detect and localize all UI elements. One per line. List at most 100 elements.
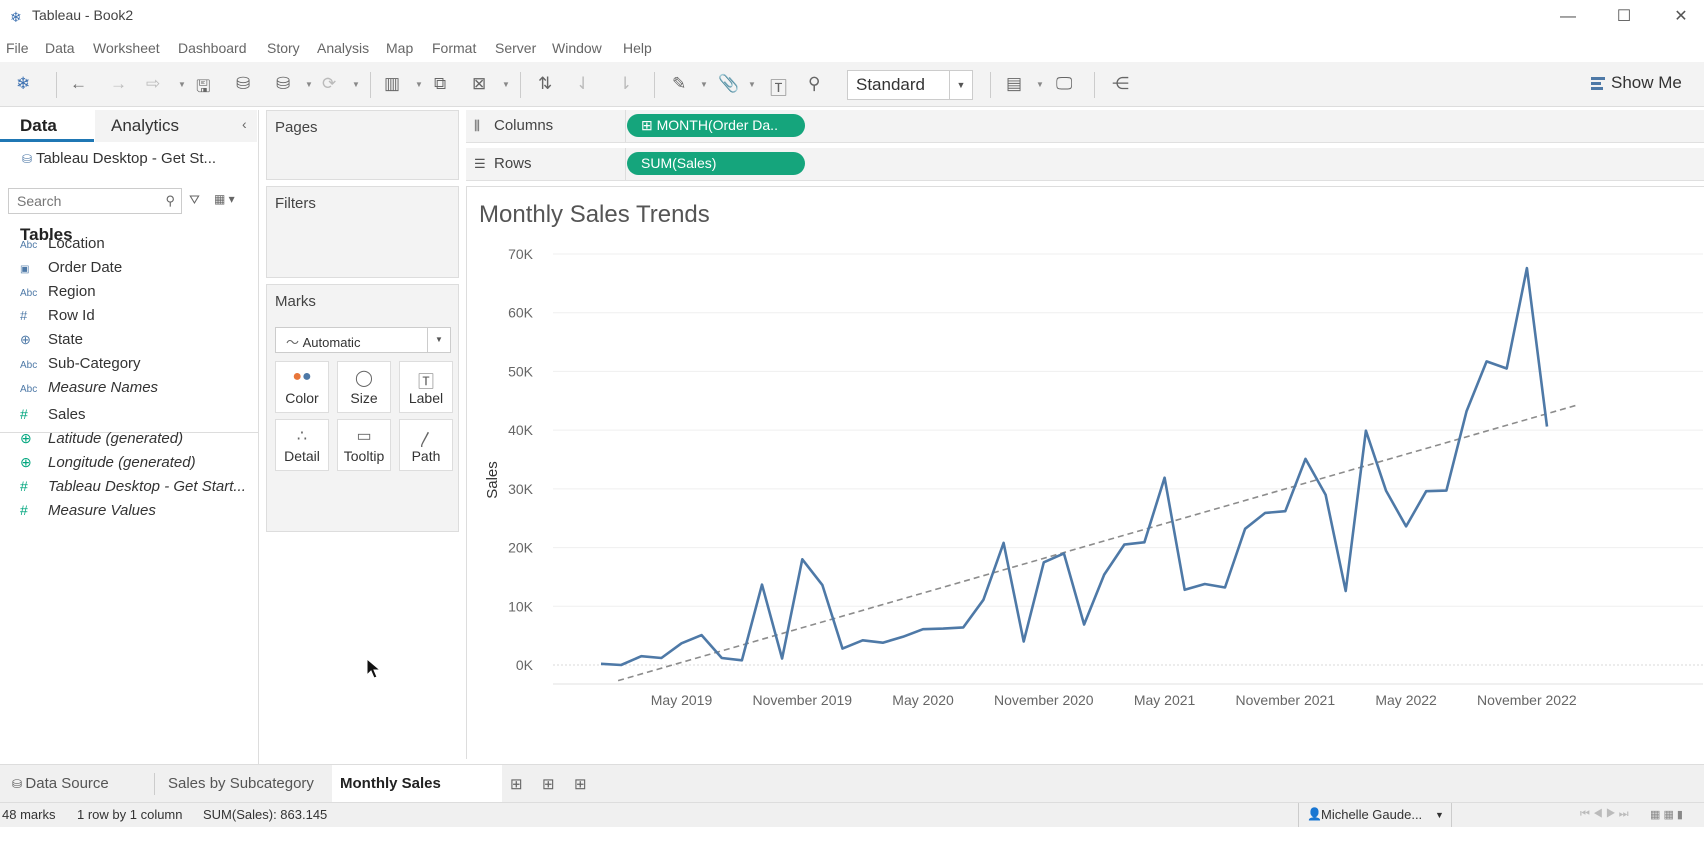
field-longitude[interactable]: ⊕ Longitude (generated)	[20, 454, 196, 471]
menu-story[interactable]: Story	[267, 40, 300, 56]
new-worksheet-icon[interactable]: ▥	[384, 74, 401, 93]
show-hide-cards-icon[interactable]: ▤	[1006, 74, 1023, 93]
menu-file[interactable]: File	[6, 40, 29, 56]
replay-icon[interactable]: ⇨	[146, 74, 161, 93]
swap-rows-columns-icon[interactable]: ⇅	[538, 74, 553, 93]
maximize-button[interactable]: ☐	[1616, 8, 1632, 25]
save-icon[interactable]: 🖫	[196, 77, 211, 96]
x-tick-label: May 2022	[1375, 692, 1437, 708]
menu-dashboard[interactable]: Dashboard	[178, 40, 247, 56]
tab-analytics[interactable]: Analytics	[95, 110, 257, 142]
columns-label: Columns	[494, 117, 554, 134]
field-row-id[interactable]: # Row Id	[20, 307, 95, 324]
label-button[interactable]: 🅃 Label	[399, 361, 453, 413]
refresh-icon[interactable]: ⟳	[322, 74, 337, 93]
field-latitude[interactable]: ⊕ Latitude (generated)	[20, 430, 184, 447]
field-measure-names[interactable]: Abc Measure Names	[20, 379, 159, 396]
path-button[interactable]: 〳 Path	[399, 419, 453, 471]
sort-ascending-icon[interactable]: ⇃	[576, 74, 591, 93]
viz-area[interactable]: Monthly Sales Trends 0K 10K 20K 30K 40K 50K 60…	[466, 186, 1704, 759]
sheet-navigation-icons[interactable]: ⏮ ◀ ▶ ⏭	[1580, 808, 1629, 820]
columns-shelf[interactable]: ⫼ Columns ⊞ MONTH(Order Da..	[466, 110, 1704, 143]
viz-title: Monthly Sales Trends	[479, 201, 710, 228]
dimension-measure-divider	[0, 432, 258, 433]
field-region[interactable]: Abc Region	[20, 283, 96, 300]
number-type-icon: #	[20, 308, 28, 323]
view-options-icon[interactable]: ▦ ▾	[214, 192, 235, 206]
presentation-mode-icon[interactable]: 🖵	[1056, 74, 1073, 93]
undo-icon[interactable]: ←	[70, 74, 87, 93]
rows-pill[interactable]: SUM(Sales)	[627, 152, 805, 175]
detail-button[interactable]: ∴ Detail	[275, 419, 329, 471]
new-worksheet-icon[interactable]: ⊞	[510, 776, 523, 793]
new-data-source-icon[interactable]: ⛁	[236, 74, 251, 93]
tableau-home-icon[interactable]: ❄	[16, 74, 31, 93]
menu-format[interactable]: Format	[432, 40, 477, 56]
view-mode-icons[interactable]: ▦ ▦ ▮	[1650, 809, 1683, 821]
sales-series-line	[600, 266, 1549, 667]
collapse-pane-icon[interactable]: ‹	[242, 116, 247, 132]
size-button[interactable]: ◯ Size	[337, 361, 391, 413]
path-icon: 〳	[417, 432, 434, 449]
menu-map[interactable]: Map	[386, 40, 414, 56]
rows-shelf[interactable]: ☰ Rows SUM(Sales)	[466, 148, 1704, 181]
group-members-icon[interactable]: 📎	[718, 74, 740, 93]
show-me-button[interactable]: Show Me	[1591, 73, 1682, 93]
new-dashboard-icon[interactable]: ⊞	[542, 776, 555, 793]
field-state[interactable]: ⊕ State	[20, 331, 84, 348]
tab-monthly-sales-trends[interactable]: Monthly Sales Trends	[332, 765, 502, 830]
highlight-icon[interactable]: ✎	[672, 74, 687, 93]
pages-card[interactable]: Pages	[266, 110, 459, 180]
field-order-date[interactable]: ▣ Order Date	[20, 259, 123, 276]
pause-updates-icon[interactable]: ⛁	[276, 74, 291, 93]
fit-select[interactable]: Standard ▼	[847, 70, 973, 100]
filter-icon[interactable]: ⛛	[189, 192, 200, 207]
menu-window[interactable]: Window	[552, 40, 602, 56]
size-icon: ◯	[355, 370, 373, 387]
data-source-item[interactable]: ⛁ Tableau Desktop - Get St...	[22, 150, 216, 167]
field-location[interactable]: Abc Location	[20, 235, 105, 252]
tooltip-button[interactable]: ▭ Tooltip	[337, 419, 391, 471]
globe-icon: ⊕	[20, 430, 32, 446]
user-menu[interactable]: 👤 Michelle Gaude... ▼	[1298, 803, 1452, 827]
menu-worksheet[interactable]: Worksheet	[93, 40, 160, 56]
menu-server[interactable]: Server	[495, 40, 537, 56]
clear-sheet-icon[interactable]: ⊠	[472, 74, 487, 93]
show-mark-labels-icon[interactable]: 🅃	[770, 79, 787, 98]
database-icon: ⛁	[12, 777, 26, 791]
search-field[interactable]: ⚲	[8, 188, 182, 214]
columns-pill[interactable]: ⊞ MONTH(Order Da..	[627, 114, 805, 137]
x-tick-label: November 2020	[994, 692, 1094, 708]
field-measure-values[interactable]: # Measure Values	[20, 502, 156, 519]
tab-data-source[interactable]: ⛁ Data Source	[12, 775, 109, 792]
tab-sales-by-subcategory[interactable]: Sales by Subcategory	[168, 775, 314, 792]
tables-heading: Tables	[20, 225, 73, 244]
menu-help[interactable]: Help	[623, 40, 652, 56]
menu-analysis[interactable]: Analysis	[317, 40, 370, 56]
search-input[interactable]	[15, 192, 169, 210]
marks-count: 48 marks	[2, 807, 56, 822]
redo-icon[interactable]: →	[110, 74, 127, 93]
mark-type-select[interactable]: 〜 Automatic ▼	[275, 327, 451, 353]
sort-descending-icon[interactable]: ⇂	[618, 74, 633, 93]
marks-card: Marks 〜 Automatic ▼ ●● Color ◯ Size 🅃 La…	[266, 284, 459, 532]
menu-data[interactable]: Data	[45, 40, 75, 56]
title-bar: ❄ Tableau - Book2 — ☐ ✕	[0, 0, 1704, 32]
fix-axes-icon[interactable]: ⚲	[808, 74, 821, 93]
data-source-icon: ⛁	[22, 152, 33, 166]
minimize-button[interactable]: —	[1560, 8, 1576, 25]
field-sales[interactable]: # Sales	[20, 406, 86, 423]
duplicate-sheet-icon[interactable]: ⧉	[434, 74, 447, 93]
string-type-icon: Abc	[20, 384, 38, 395]
user-name: Michelle Gaude...	[1321, 807, 1423, 822]
line-chart[interactable]: 0K 10K 20K 30K 40K 50K 60K 70K May 2019 November…	[467, 187, 1704, 759]
close-button[interactable]: ✕	[1674, 8, 1688, 25]
new-story-icon[interactable]: ⊞	[574, 776, 587, 793]
share-icon[interactable]: ⋲	[1112, 74, 1129, 93]
field-record-count[interactable]: # Tableau Desktop - Get Start...	[20, 478, 246, 495]
tab-data[interactable]: Data	[0, 110, 94, 142]
color-button[interactable]: ●● Color	[275, 361, 329, 413]
filters-card[interactable]: Filters	[266, 186, 459, 278]
field-sub-category[interactable]: Abc Sub-Category	[20, 355, 141, 372]
number-type-icon: #	[20, 406, 28, 422]
